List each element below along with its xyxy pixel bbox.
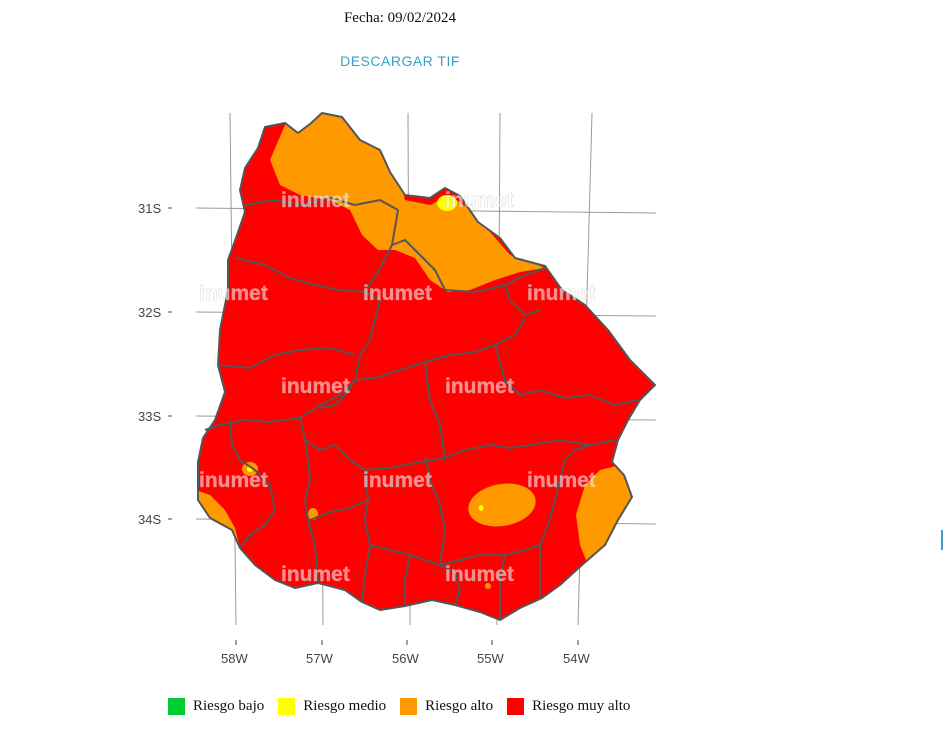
risk-areas: [198, 113, 655, 620]
department-boundaries: [197, 112, 656, 621]
legend-label: Riesgo medio: [303, 698, 387, 714]
lon-label-56w: 56W: [392, 651, 419, 666]
legend-swatch: [168, 698, 185, 715]
date-label: Fecha: 09/02/2024: [343, 10, 457, 26]
svg-text:inumet: inumet: [363, 282, 432, 305]
svg-text:inumet: inumet: [199, 469, 268, 492]
svg-text:inumet: inumet: [281, 375, 350, 398]
svg-text:inumet: inumet: [445, 375, 514, 398]
download-tif-link[interactable]: DESCARGAR TIF: [340, 53, 460, 69]
lon-label-55w: 55W: [477, 651, 504, 666]
latitude-axis: 31S 32S 33S 34S: [138, 201, 172, 527]
legend-swatch: [278, 698, 296, 715]
svg-text:inumet: inumet: [445, 189, 514, 212]
legend-swatch: [400, 698, 418, 715]
lon-label-57w: 57W: [306, 651, 333, 666]
watermarks: inumet inumet inumet inumet inumet inume…: [199, 189, 596, 587]
svg-text:inumet: inumet: [199, 282, 268, 305]
legend: Riesgo bajo Riesgo medio Riesgo alto Rie…: [168, 698, 644, 715]
legend-item-riesgo-muy-alto: Riesgo muy alto: [507, 698, 630, 715]
risk-area-medio-north: [437, 195, 457, 211]
legend-item-riesgo-bajo: Riesgo bajo: [168, 698, 264, 715]
lat-label-34s: 34S: [138, 512, 161, 527]
legend-label: Riesgo alto: [425, 698, 494, 714]
lat-label-33s: 33S: [138, 409, 161, 424]
lat-label-32s: 32S: [138, 305, 161, 320]
scroll-edge-marker: [941, 530, 943, 550]
risk-area-alto-east: [468, 483, 536, 527]
svg-text:inumet: inumet: [527, 469, 596, 492]
svg-text:inumet: inumet: [527, 282, 596, 305]
lon-label-54w: 54W: [563, 651, 590, 666]
lat-label-31s: 31S: [138, 201, 161, 216]
legend-item-riesgo-alto: Riesgo alto: [400, 698, 493, 715]
risk-area-alto-east-coast: [576, 465, 632, 565]
legend-label: Riesgo muy alto: [532, 698, 631, 714]
risk-area-alto-north: [270, 113, 545, 292]
svg-text:inumet: inumet: [363, 469, 432, 492]
legend-item-riesgo-medio: Riesgo medio: [278, 698, 386, 715]
svg-text:inumet: inumet: [281, 189, 350, 212]
legend-label: Riesgo bajo: [193, 698, 265, 714]
svg-text:inumet: inumet: [445, 563, 514, 586]
legend-swatch: [507, 698, 525, 715]
svg-text:inumet: inumet: [281, 563, 350, 586]
lon-label-58w: 58W: [221, 651, 248, 666]
risk-area-alto-spot-3: [485, 583, 491, 589]
longitude-axis: 58W 57W 56W 55W 54W: [221, 640, 590, 666]
